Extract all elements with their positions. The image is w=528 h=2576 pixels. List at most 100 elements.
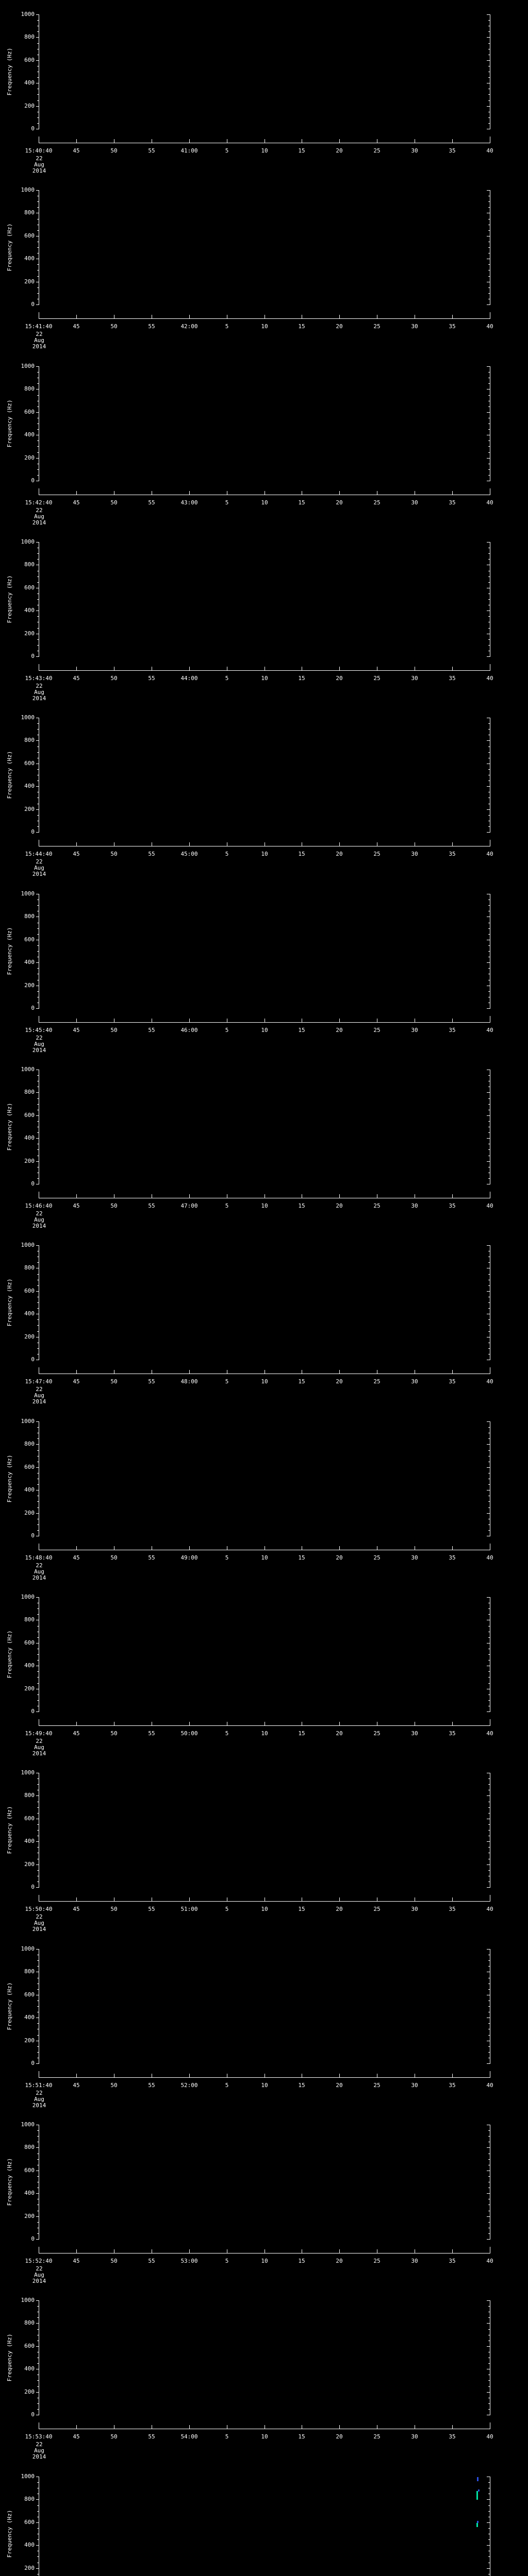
y-tick-label: 1000: [21, 1066, 35, 1073]
y-tick-label: 200: [24, 1333, 35, 1340]
y-major-tick: [36, 2392, 39, 2393]
y-minor-tick: [37, 968, 39, 969]
x-tick-label: 25: [373, 1554, 381, 1561]
x-tick-label: 20: [336, 323, 343, 330]
y-minor-tick: [488, 2006, 490, 2007]
y-axis-title: Frequency (Hz): [6, 1982, 13, 2030]
x-tick-label: 40: [486, 2433, 493, 2440]
y-minor-tick: [488, 1654, 490, 1655]
x-major-tick: [339, 2425, 340, 2429]
x-major-tick: [189, 315, 190, 318]
detection-mark: [476, 2491, 478, 2500]
x-tick-label: 30: [411, 1906, 418, 1912]
x-tick-label: 30: [411, 2082, 418, 2089]
y-minor-tick: [37, 559, 39, 560]
y-major-tick: [487, 1949, 490, 1950]
y-tick-label: 0: [31, 1356, 35, 1363]
spectrogram-panel: Frequency (Hz) 0 200 400 600 800 1000 15:53:40 4…: [0, 2286, 528, 2462]
y-minor-tick: [37, 1608, 39, 1609]
y-tick-label: 0: [31, 1884, 35, 1890]
detection-mark: [477, 2521, 478, 2523]
y-minor-tick: [488, 2556, 490, 2557]
x-tick-label: 54:00: [180, 2433, 198, 2440]
y-tick-label: 200: [24, 454, 35, 461]
x-major-tick: [189, 2074, 190, 2077]
x-major-tick: [189, 2249, 190, 2253]
x-tick-label: 5: [225, 2258, 229, 2264]
x-tick-label: 25: [373, 323, 381, 330]
y-major-tick: [36, 962, 39, 963]
y-minor-tick: [488, 123, 490, 124]
x-tick-label: 15:52:40: [25, 2258, 53, 2264]
y-major-tick: [487, 14, 490, 15]
y-minor-tick: [488, 559, 490, 560]
y-major-tick: [487, 2346, 490, 2347]
date-label: Aug: [34, 337, 44, 344]
y-minor-tick: [37, 20, 39, 21]
y-minor-tick: [488, 945, 490, 946]
x-tick-label: 25: [373, 147, 381, 154]
y-tick-label: 1000: [21, 714, 35, 721]
x-tick-label: 25: [373, 851, 381, 857]
x-tick-label: 55: [148, 499, 155, 506]
y-minor-tick: [37, 1654, 39, 1655]
y-minor-tick: [37, 1331, 39, 1332]
x-tick-label: 50: [110, 2258, 118, 2264]
x-major-tick: [76, 1019, 77, 1022]
x-tick-label: 25: [373, 675, 381, 682]
x-tick-label: 50: [110, 147, 118, 154]
x-tick-label: 5: [225, 1027, 229, 1033]
y-tick-label: 0: [31, 301, 35, 308]
date-label: 22: [36, 1562, 43, 1569]
y-tick-label: 600: [24, 584, 35, 591]
y-minor-tick: [37, 1302, 39, 1303]
y-minor-tick: [37, 2052, 39, 2053]
y-minor-tick: [37, 293, 39, 294]
y-tick-label: 1000: [21, 2473, 35, 2480]
y-minor-tick: [488, 43, 490, 44]
y-tick-label: 200: [24, 1861, 35, 1868]
y-tick-label: 400: [24, 1486, 35, 1493]
x-tick-label: 35: [449, 2258, 456, 2264]
x-tick-label: 10: [261, 2082, 268, 2089]
y-tick-label: 600: [24, 1464, 35, 1470]
y-minor-tick: [37, 1319, 39, 1320]
x-tick-label: 15:45:40: [25, 1027, 53, 1033]
y-tick-label: 800: [24, 561, 35, 568]
y-major-tick: [36, 412, 39, 413]
y-minor-tick: [488, 2306, 490, 2307]
y-minor-tick: [488, 1870, 490, 1871]
y-minor-tick: [37, 1121, 39, 1122]
y-minor-tick: [37, 452, 39, 453]
date-label: Aug: [34, 161, 44, 168]
y-major-tick: [36, 656, 39, 657]
y-tick-label: 200: [24, 806, 35, 812]
y-major-tick: [36, 1795, 39, 1796]
x-major-tick: [76, 491, 77, 495]
y-major-tick: [487, 809, 490, 810]
x-major-tick: [189, 491, 190, 495]
y-minor-tick: [37, 1274, 39, 1275]
y-minor-tick: [488, 1121, 490, 1122]
x-tick-label: 45: [73, 2258, 80, 2264]
y-major-tick: [36, 2147, 39, 2148]
y-tick-label: 1000: [21, 890, 35, 897]
x-tick-label: 15:42:40: [25, 499, 53, 506]
x-tick-label: 45: [73, 2082, 80, 2089]
x-major-tick: [452, 1194, 453, 1198]
spectrogram-panel: Frequency (Hz) 0 200 400 600 800 1000 15:42:40 4…: [0, 352, 528, 528]
x-tick-label: 15:51:40: [25, 2082, 53, 2089]
y-minor-tick: [37, 928, 39, 929]
y-minor-tick: [488, 616, 490, 617]
x-tick-label: 5: [225, 2433, 229, 2440]
x-major-tick: [189, 2425, 190, 2429]
x-tick-label: 15: [298, 1027, 305, 1033]
y-minor-tick: [37, 1807, 39, 1808]
y-minor-tick: [488, 1262, 490, 1263]
y-minor-tick: [488, 264, 490, 265]
y-tick-label: 0: [31, 1532, 35, 1539]
spectrogram-panel: Frequency (Hz) 0 200 400 600 800 1000 15:46:40 4…: [0, 1055, 528, 1231]
y-minor-tick: [488, 1847, 490, 1848]
y-minor-tick: [37, 429, 39, 430]
y-major-tick: [487, 1887, 490, 1888]
